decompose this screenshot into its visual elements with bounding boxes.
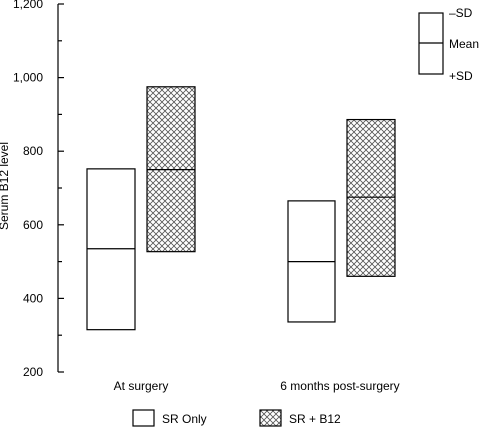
sd-key-bottom-label: +SD <box>449 69 473 83</box>
y-tick-label: 600 <box>23 218 43 232</box>
y-tick-label: 200 <box>23 365 43 379</box>
x-category-label: At surgery <box>114 379 169 393</box>
x-axis-labels: At surgery 6 months post-surgery <box>114 379 400 393</box>
boxes <box>86 86 396 331</box>
legend-swatch-sr-b12 <box>259 409 282 427</box>
x-category-label: 6 months post-surgery <box>280 379 399 393</box>
legend-swatch-sr-only <box>132 409 155 427</box>
legend-label-sr-b12: SR + B12 <box>289 412 341 426</box>
legend-label-sr-only: SR Only <box>162 412 207 426</box>
box-sr-b12 <box>346 118 396 277</box>
legend: SR Only SR + B12 <box>132 409 341 427</box>
sd-key-mean-label: Mean <box>449 37 479 51</box>
y-tick-label: 1,000 <box>13 71 43 85</box>
sd-key: –SD Mean +SD <box>418 6 479 83</box>
y-axis-label: Serum B12 level <box>0 142 11 230</box>
y-tick-label: 800 <box>23 144 43 158</box>
y-tick-label: 400 <box>23 291 43 305</box>
y-tick-label: 1,200 <box>13 0 43 11</box>
y-axis: 200 400 600 800 1,000 1,200 <box>13 0 64 379</box>
sd-key-top-label: –SD <box>449 6 473 20</box>
